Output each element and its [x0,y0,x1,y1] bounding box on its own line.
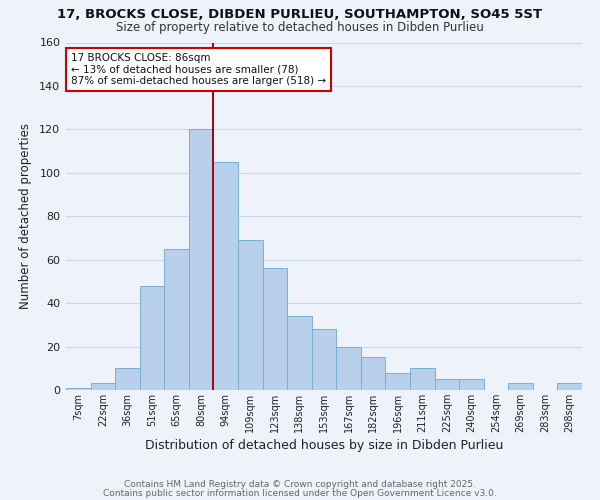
Text: 17, BROCKS CLOSE, DIBDEN PURLIEU, SOUTHAMPTON, SO45 5ST: 17, BROCKS CLOSE, DIBDEN PURLIEU, SOUTHA… [58,8,542,20]
X-axis label: Distribution of detached houses by size in Dibden Purlieu: Distribution of detached houses by size … [145,439,503,452]
Text: Contains HM Land Registry data © Crown copyright and database right 2025.: Contains HM Land Registry data © Crown c… [124,480,476,489]
Bar [66,388,91,390]
Bar [508,384,533,390]
Bar [140,286,164,390]
Bar [263,268,287,390]
Bar [459,379,484,390]
Bar [115,368,140,390]
Text: Size of property relative to detached houses in Dibden Purlieu: Size of property relative to detached ho… [116,21,484,34]
Bar [312,329,336,390]
Bar [238,240,263,390]
Bar [434,379,459,390]
Text: 17 BROCKS CLOSE: 86sqm
← 13% of detached houses are smaller (78)
87% of semi-det: 17 BROCKS CLOSE: 86sqm ← 13% of detached… [71,53,326,86]
Bar [214,162,238,390]
Bar [557,384,582,390]
Bar [287,316,312,390]
Bar [91,384,115,390]
Bar [410,368,434,390]
Bar [336,346,361,390]
Text: Contains public sector information licensed under the Open Government Licence v3: Contains public sector information licen… [103,488,497,498]
Bar [385,372,410,390]
Y-axis label: Number of detached properties: Number of detached properties [19,123,32,309]
Bar [189,130,214,390]
Bar [164,249,189,390]
Bar [361,358,385,390]
